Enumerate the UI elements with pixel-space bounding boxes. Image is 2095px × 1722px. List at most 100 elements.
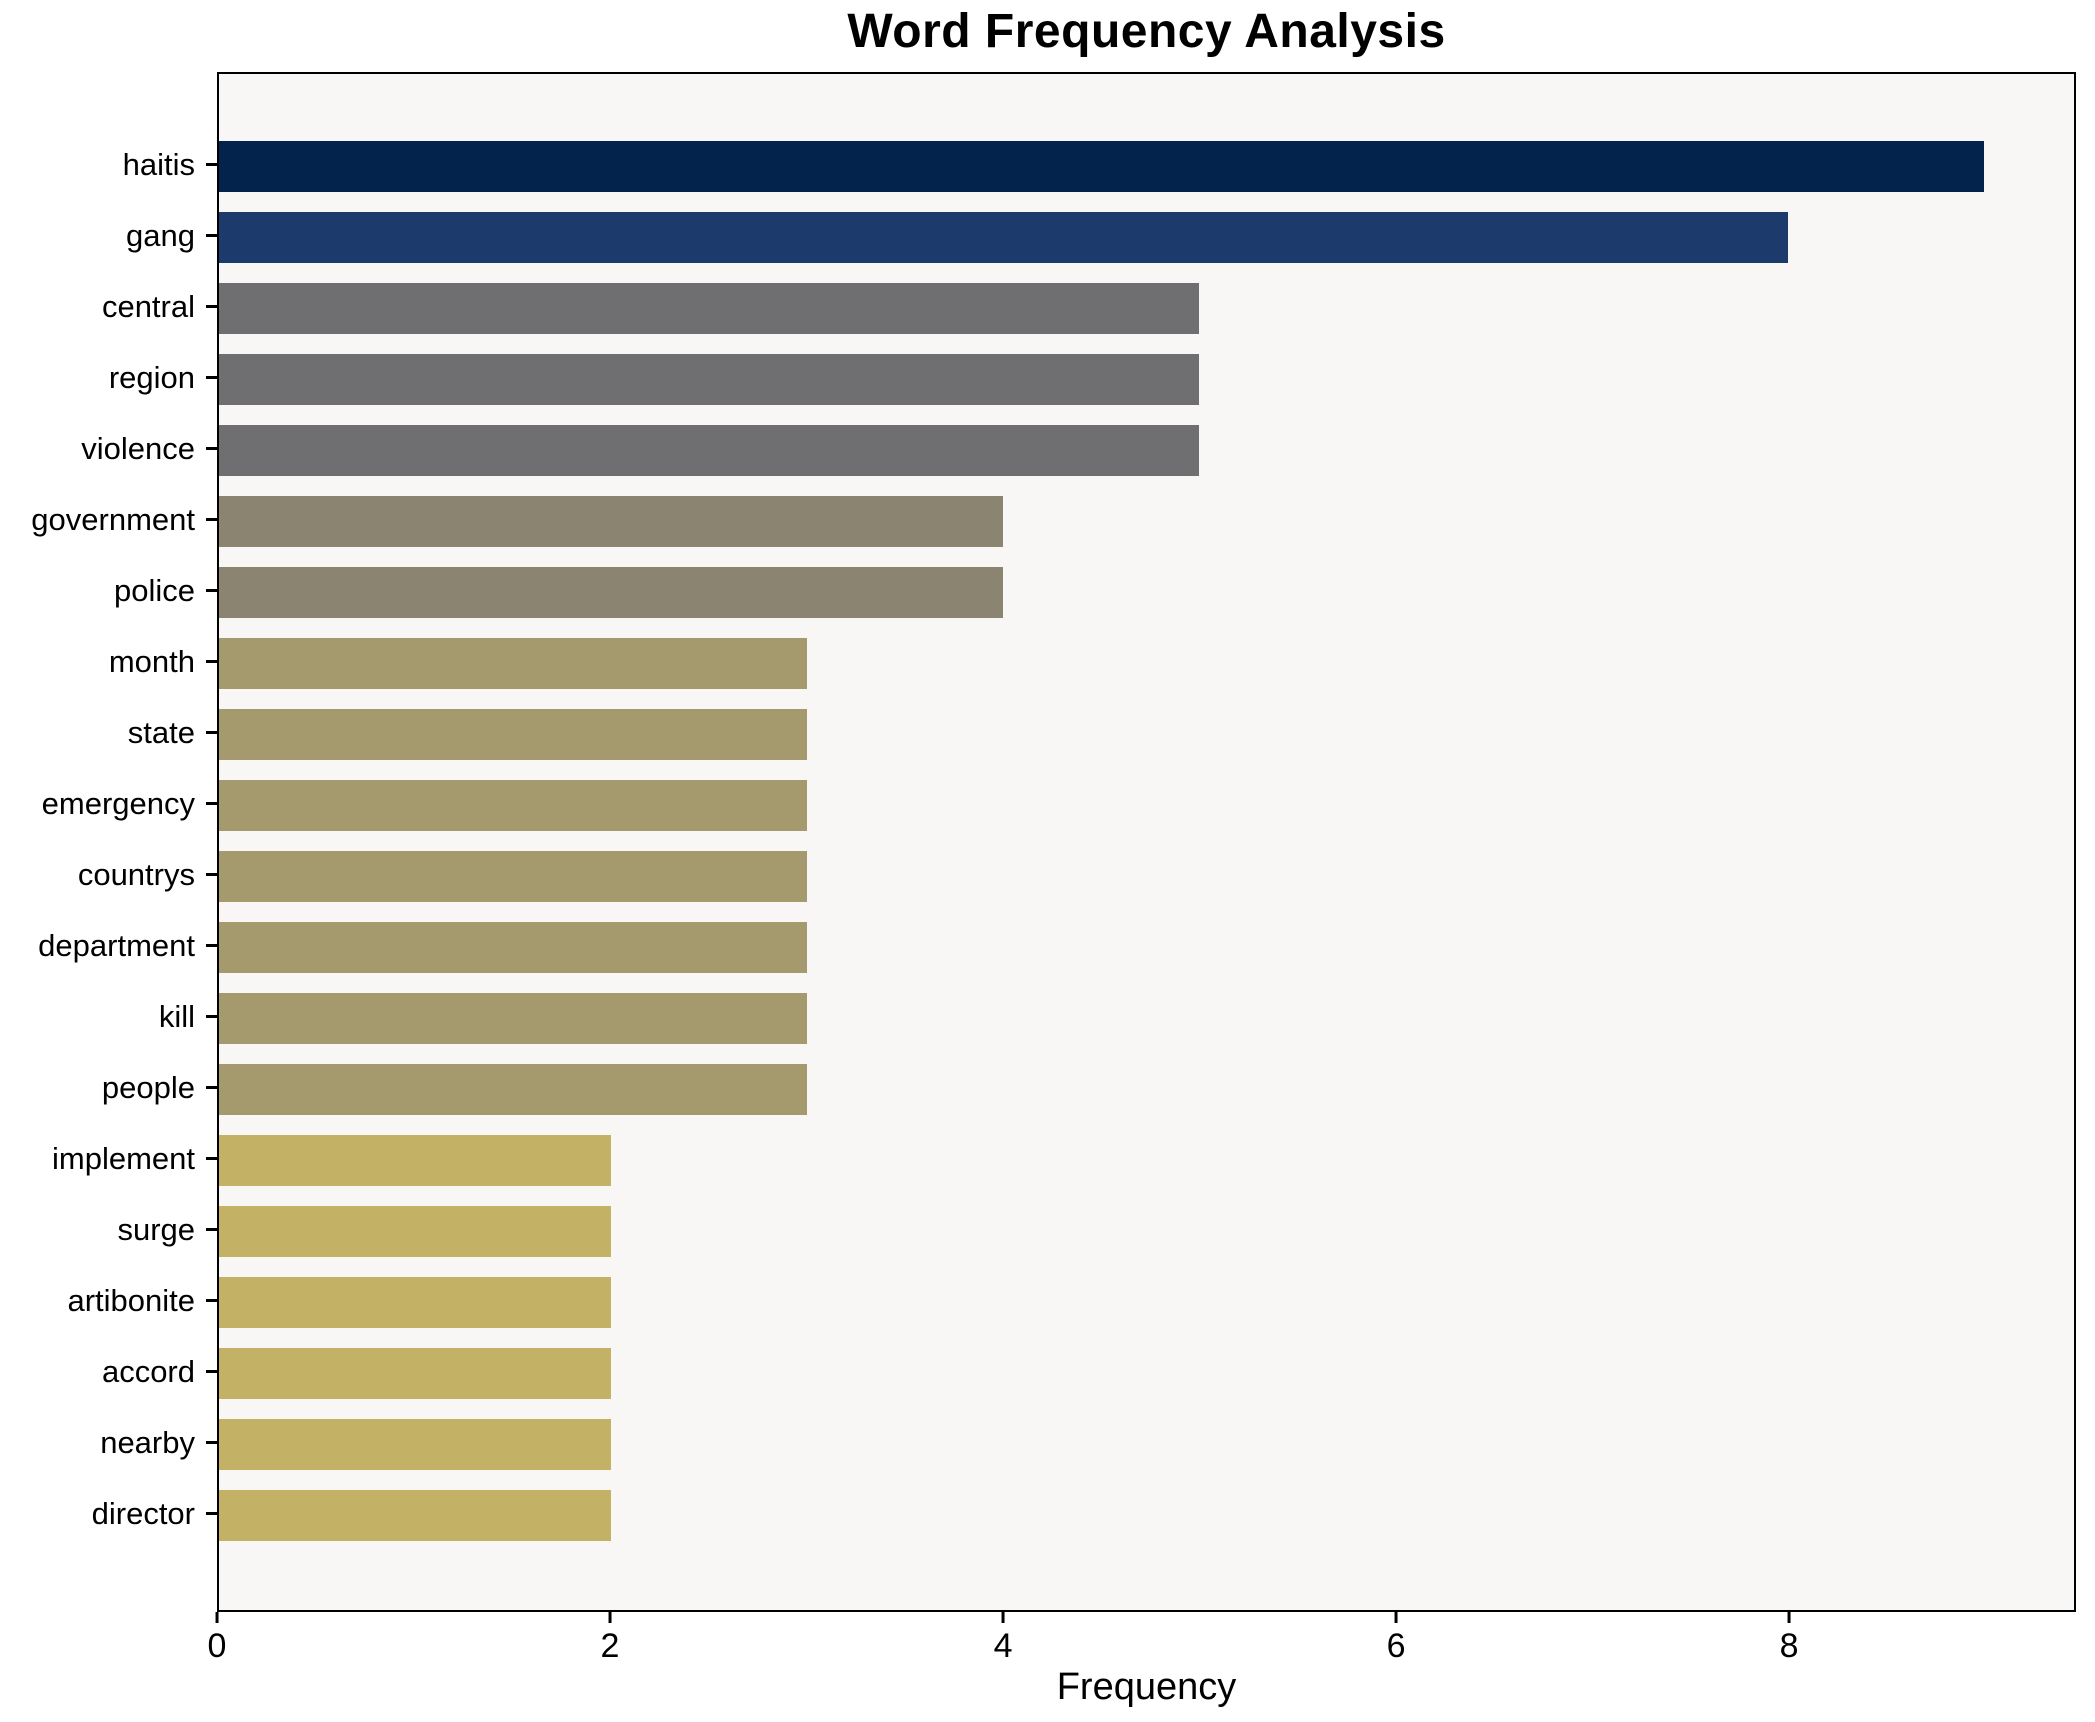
y-tick-mark (206, 1085, 217, 1089)
x-axis-title: Frequency (1056, 1666, 1237, 1708)
x-tick-mark (215, 1612, 219, 1623)
y-tick-label: region (108, 360, 195, 395)
y-tick-label: gang (126, 218, 195, 253)
x-tick-label: 6 (1386, 1627, 1406, 1665)
y-tick-mark (206, 943, 217, 947)
bar-surge (219, 1206, 612, 1257)
y-tick-mark (206, 1511, 217, 1515)
y-axis-labels: haitis gang central region violence governmen… (0, 72, 217, 1612)
x-axis: 0 2 4 6 8 (208, 1612, 2076, 1672)
y-tick-label: central (101, 289, 195, 324)
bar-countrys (219, 851, 808, 902)
y-tick-mark (206, 872, 217, 876)
bar-director (219, 1490, 612, 1541)
y-tick-label: artibonite (67, 1283, 195, 1318)
y-label-row: accord (0, 1346, 217, 1397)
y-tick-label: kill (158, 999, 195, 1034)
y-tick-label: director (91, 1496, 195, 1531)
y-label-row: police (0, 565, 217, 616)
y-tick-mark (206, 1440, 217, 1444)
plot-area (217, 72, 2076, 1612)
y-tick-label: violence (81, 431, 195, 466)
y-label-row: nearby (0, 1417, 217, 1468)
bar-people (219, 1064, 808, 1115)
y-tick-mark (206, 1369, 217, 1373)
y-tick-mark (206, 801, 217, 805)
y-tick-mark (206, 1156, 217, 1160)
y-tick-label: government (31, 502, 195, 537)
y-label-row: director (0, 1488, 217, 1539)
y-label-row: gang (0, 210, 217, 261)
y-tick-label: accord (101, 1354, 195, 1389)
bar-violence (219, 425, 1200, 476)
y-tick-label: state (127, 715, 195, 750)
y-label-row: government (0, 494, 217, 545)
bar-haitis (219, 141, 1984, 192)
bar-kill (219, 993, 808, 1044)
y-tick-mark (206, 375, 217, 379)
bar-police (219, 567, 1004, 618)
y-tick-label: surge (117, 1212, 195, 1247)
y-tick-label: department (38, 928, 195, 963)
y-label-row: implement (0, 1133, 217, 1184)
x-tick-label: 4 (993, 1627, 1013, 1665)
bar-nearby (219, 1419, 612, 1470)
y-tick-mark (206, 517, 217, 521)
y-label-row: artibonite (0, 1275, 217, 1326)
bar-government (219, 496, 1004, 547)
x-tick-label: 0 (207, 1627, 227, 1665)
y-label-row: emergency (0, 778, 217, 829)
bar-central (219, 283, 1200, 334)
x-tick: 6 (1387, 1612, 1406, 1663)
y-label-row: countrys (0, 849, 217, 900)
x-tick: 2 (600, 1612, 620, 1665)
y-label-row: people (0, 1062, 217, 1113)
bar-gang (219, 212, 1788, 263)
x-tick-mark (1394, 1612, 1398, 1623)
y-label-row: surge (0, 1204, 217, 1255)
x-tick: 4 (993, 1612, 1013, 1665)
y-tick-mark (206, 446, 217, 450)
y-tick-mark (206, 1227, 217, 1231)
y-tick-mark (206, 659, 217, 663)
x-tick: 0 (207, 1612, 227, 1665)
y-tick-label: nearby (100, 1425, 195, 1460)
x-tick-mark (1001, 1612, 1005, 1623)
bar-region (219, 354, 1200, 405)
bar-implement (219, 1135, 612, 1186)
chart-title: Word Frequency Analysis (847, 5, 1446, 58)
bar-state (219, 709, 808, 760)
y-tick-label: emergency (41, 786, 195, 821)
y-label-row: central (0, 281, 217, 332)
y-tick-label: month (108, 644, 195, 679)
y-tick-mark (206, 233, 217, 237)
bar-artibonite (219, 1277, 612, 1328)
y-tick-label: people (101, 1070, 195, 1105)
y-tick-mark (206, 162, 217, 166)
y-label-row: region (0, 352, 217, 403)
y-label-row: haitis (0, 139, 217, 190)
bar-month (219, 638, 808, 689)
y-label-row: kill (0, 991, 217, 1042)
y-tick-mark (206, 304, 217, 308)
y-tick-label: implement (52, 1141, 195, 1176)
y-tick-mark (206, 1298, 217, 1302)
y-label-row: month (0, 636, 217, 687)
bars-container (219, 74, 2074, 1610)
x-tick-label: 2 (600, 1627, 620, 1665)
x-tick-mark (608, 1612, 612, 1623)
y-label-row: violence (0, 423, 217, 474)
y-tick-mark (206, 588, 217, 592)
y-label-row: department (0, 920, 217, 971)
x-tick-label: 8 (1779, 1627, 1799, 1665)
bar-emergency (219, 780, 808, 831)
x-tick: 8 (1780, 1612, 1799, 1663)
y-tick-label: haitis (122, 147, 195, 182)
y-tick-mark (206, 1014, 217, 1018)
y-tick-label: countrys (77, 857, 195, 892)
x-tick-mark (1787, 1612, 1791, 1623)
y-tick-mark (206, 730, 217, 734)
y-label-row: state (0, 707, 217, 758)
bar-accord (219, 1348, 612, 1399)
